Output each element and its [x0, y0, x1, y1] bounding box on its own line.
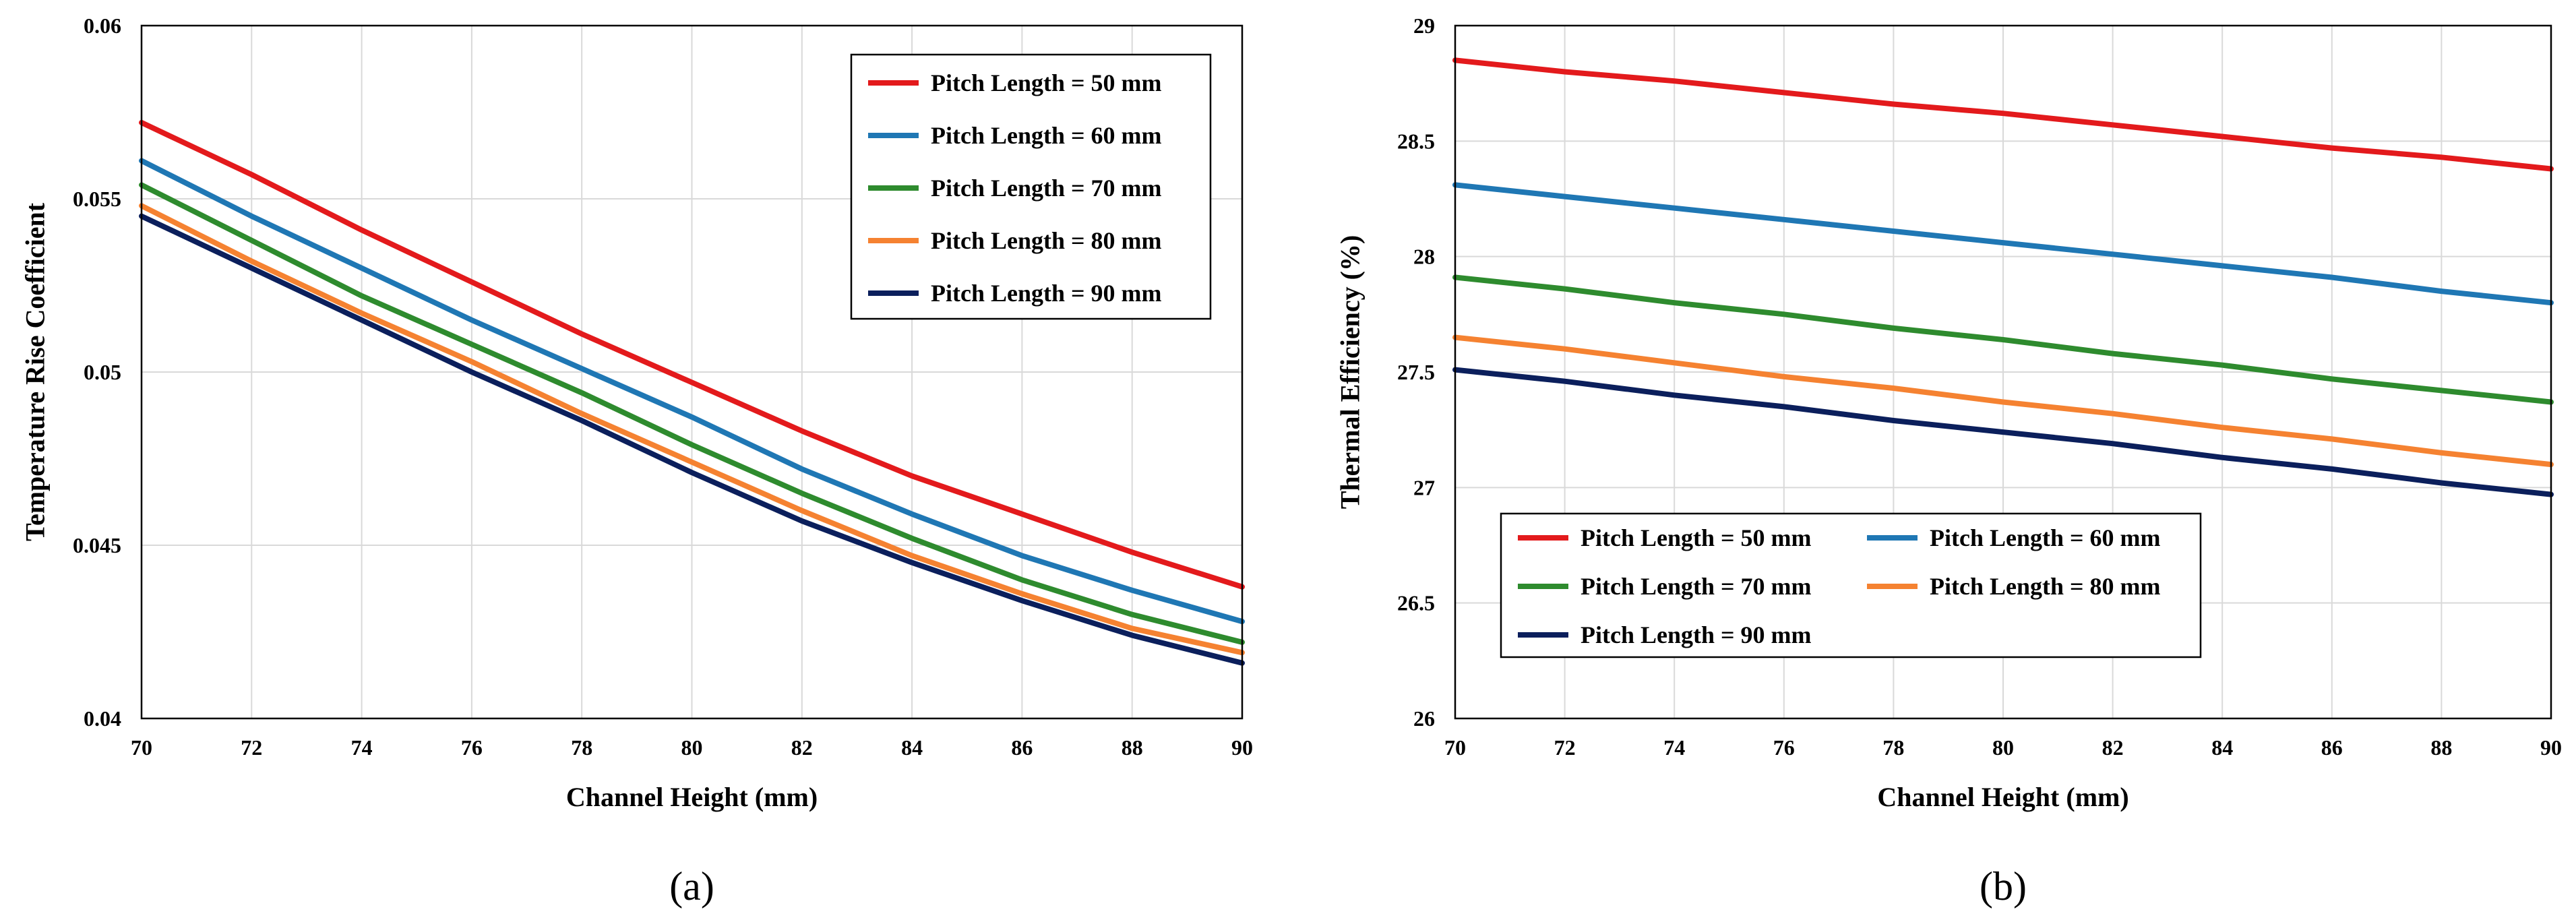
series-line-b-2 [1452, 182, 2554, 306]
legend-item-a-1: Pitch Length = 50 mm [868, 69, 1162, 96]
legend-item-b-5: Pitch Length = 90 mm [1518, 621, 1812, 648]
y-tick-label-b-6: 29 [1413, 13, 1435, 38]
plot-frame-b [1454, 24, 2552, 720]
x-tick-label-a-2: 74 [351, 735, 373, 760]
y-tick-label-b-4: 28 [1413, 245, 1435, 269]
series-line-a-5 [139, 213, 1245, 666]
legend-item-b-2: Pitch Length = 60 mm [1867, 524, 2161, 551]
legend-item-a-5: Pitch Length = 90 mm [868, 280, 1162, 307]
series-group-a [139, 119, 1245, 666]
legend-label-b-3: Pitch Length = 70 mm [1581, 573, 1812, 600]
y-tick-label-b-1: 26.5 [1397, 591, 1435, 615]
x-tick-label-b-5: 80 [1992, 735, 2014, 760]
series-line-a-4 [139, 203, 1245, 656]
x-axis-label-a: Channel Height (mm) [566, 782, 818, 812]
legend-item-a-2: Pitch Length = 60 mm [868, 122, 1162, 149]
x-tick-label-a-6: 82 [791, 735, 813, 760]
x-tick-label-b-0: 70 [1444, 735, 1466, 760]
x-tick-label-b-2: 74 [1663, 735, 1685, 760]
x-tick-label-a-9: 88 [1122, 735, 1143, 760]
x-tick-label-a-5: 80 [681, 735, 703, 760]
legend-item-a-3: Pitch Length = 70 mm [868, 175, 1162, 202]
legend-label-a-2: Pitch Length = 60 mm [931, 122, 1162, 149]
y-axis-label-a: Temperature Rise Coefficient [20, 202, 51, 541]
plot-frame-a [140, 24, 1244, 720]
x-tick-label-b-7: 84 [2211, 735, 2233, 760]
chart-b: 70 72 74 76 78 80 82 84 86 88 90 26 26.5 27 27.5 28 28.5… [1335, 13, 2563, 909]
legend-item-a-4: Pitch Length = 80 mm [868, 227, 1162, 254]
legend-b: Pitch Length = 50 mm Pitch Length = 60 mm… [1500, 512, 2202, 658]
legend-box-b [1500, 512, 2202, 658]
series-line-b-1 [1452, 57, 2554, 172]
legend-item-b-4: Pitch Length = 80 mm [1867, 573, 2161, 600]
x-tick-label-a-4: 78 [571, 735, 592, 760]
y-tick-label-a-3: 0.055 [73, 187, 121, 211]
y-tick-label-a-1: 0.045 [73, 533, 121, 557]
legend-item-b-3: Pitch Length = 70 mm [1518, 573, 1812, 600]
chart-a: 70 72 74 76 78 80 82 84 86 88 90 0.04 0.045 0.05 0.055… [20, 13, 1254, 909]
x-tick-label-a-0: 70 [131, 735, 152, 760]
legend-label-a-3: Pitch Length = 70 mm [931, 175, 1162, 202]
series-group-b [1452, 57, 2554, 497]
series-line-a-1 [139, 119, 1245, 590]
y-tick-label-b-0: 26 [1413, 706, 1435, 731]
x-tick-label-b-3: 76 [1773, 735, 1795, 760]
legend-a: Pitch Length = 50 mm Pitch Length = 60 mm… [850, 53, 1212, 320]
legend-label-a-4: Pitch Length = 80 mm [931, 227, 1162, 254]
x-tick-label-b-8: 86 [2321, 735, 2343, 760]
legend-label-b-4: Pitch Length = 80 mm [1930, 573, 2161, 600]
x-tick-label-b-6: 82 [2102, 735, 2124, 760]
series-line-b-3 [1452, 274, 2554, 405]
legend-label-a-1: Pitch Length = 50 mm [931, 69, 1162, 96]
series-line-b-4 [1452, 334, 2554, 468]
y-tick-label-b-5: 28.5 [1397, 129, 1435, 153]
y-tick-label-a-0: 0.04 [84, 706, 121, 731]
x-tick-label-a-8: 86 [1011, 735, 1033, 760]
legend-label-b-1: Pitch Length = 50 mm [1581, 524, 1812, 551]
x-tick-label-b-9: 88 [2430, 735, 2452, 760]
y-tick-label-a-4: 0.06 [84, 13, 121, 38]
x-tick-label-a-10: 90 [1231, 735, 1253, 760]
series-line-a-2 [139, 158, 1245, 625]
legend-item-b-1: Pitch Length = 50 mm [1518, 524, 1812, 551]
y-tick-label-b-2: 27 [1413, 475, 1435, 499]
legend-label-a-5: Pitch Length = 90 mm [931, 280, 1162, 307]
panel-label-a: (a) [669, 864, 714, 909]
x-tick-label-a-1: 72 [241, 735, 262, 760]
series-line-a-3 [139, 182, 1245, 645]
x-tick-label-b-4: 78 [1882, 735, 1904, 760]
x-axis-label-b: Channel Height (mm) [1877, 782, 2128, 812]
y-axis-label-b: Thermal Efficiency (%) [1335, 235, 1366, 510]
series-line-b-5 [1452, 367, 2554, 497]
x-tick-label-b-1: 72 [1554, 735, 1576, 760]
legend-label-b-5: Pitch Length = 90 mm [1581, 621, 1812, 648]
x-tick-label-a-3: 76 [461, 735, 483, 760]
y-tick-label-a-2: 0.05 [84, 360, 121, 384]
y-tick-label-b-3: 27.5 [1397, 360, 1435, 384]
x-tick-label-b-10: 90 [2540, 735, 2562, 760]
legend-label-b-2: Pitch Length = 60 mm [1930, 524, 2161, 551]
x-tick-label-a-7: 84 [901, 735, 923, 760]
panel-label-b: (b) [1980, 864, 2027, 909]
